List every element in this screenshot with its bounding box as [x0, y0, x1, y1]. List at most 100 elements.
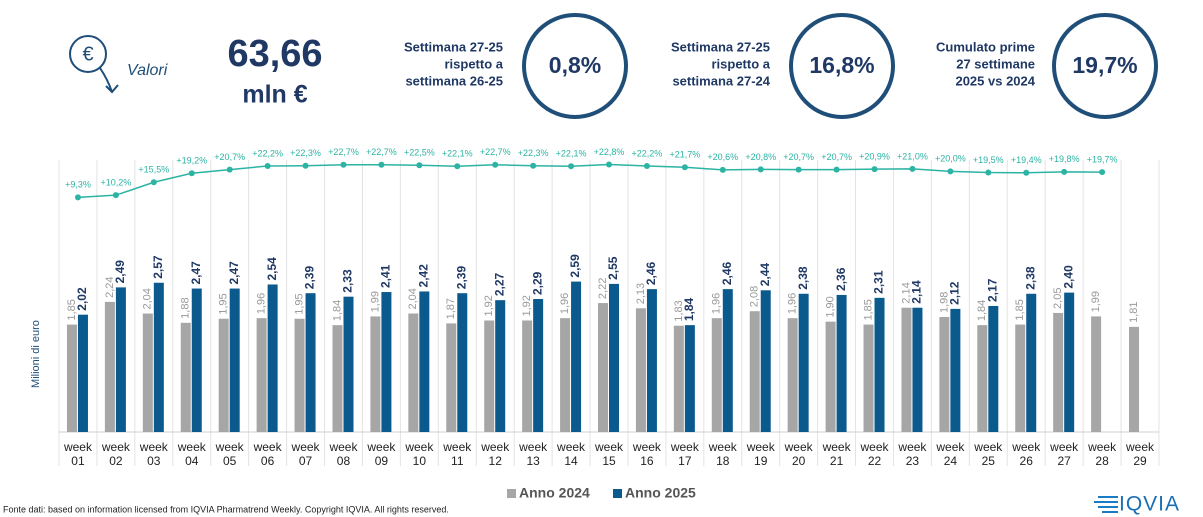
bar — [77, 314, 88, 432]
value-label: 2,40 — [1061, 265, 1075, 289]
kpi-label: Cumulato prime — [936, 39, 1035, 54]
bar — [142, 313, 153, 432]
value-label: 2,38 — [1023, 266, 1037, 290]
kpi-label: rispetto a — [711, 56, 770, 71]
value-label: 1,96 — [787, 293, 799, 314]
line-point — [606, 161, 612, 168]
bar — [939, 317, 950, 432]
bar — [104, 301, 115, 432]
line-label: +22,2% — [632, 148, 663, 158]
bar — [1129, 326, 1140, 432]
bar — [749, 311, 760, 432]
value-label: 2,04 — [142, 288, 154, 309]
bar — [1026, 293, 1037, 432]
line-label: +20,9% — [859, 152, 890, 162]
kpi-label: settimana 27-24 — [672, 73, 770, 88]
legend-label: Anno 2024 — [519, 485, 590, 501]
euro-icon — [69, 35, 107, 73]
value-label: 1,99 — [369, 291, 381, 312]
bar — [760, 290, 771, 432]
value-label: 2,13 — [635, 283, 647, 304]
line-label: +22,2% — [252, 148, 283, 158]
line-label: +10,2% — [101, 178, 132, 188]
bar — [294, 318, 305, 432]
value-label: 2,46 — [720, 261, 734, 285]
value-label: 2,17 — [985, 278, 999, 302]
bar — [609, 283, 619, 432]
x-tick-label: week 23 — [898, 440, 927, 468]
line-label: +20,7% — [821, 152, 852, 162]
x-tick-label: week 03 — [139, 440, 168, 468]
x-tick-label: week 05 — [215, 440, 244, 468]
line-label: +22,5% — [404, 148, 435, 158]
value-label: 2,04 — [407, 288, 419, 309]
bar — [381, 292, 392, 432]
x-tick-label: week 09 — [367, 440, 396, 468]
bar — [66, 324, 77, 432]
line-label: +21,7% — [669, 150, 700, 160]
value-label: 2,24 — [104, 276, 116, 297]
x-tick-label: week 01 — [63, 440, 92, 468]
kpi-value: 16,8% — [809, 52, 874, 78]
bar — [153, 282, 164, 432]
value-label: 2,22 — [597, 278, 609, 299]
x-tick-label: week 02 — [101, 440, 130, 468]
bar — [798, 293, 809, 432]
line-point — [112, 192, 119, 199]
bar — [533, 299, 544, 432]
total-value: 63,66 — [227, 33, 322, 75]
arrow-icon — [99, 67, 119, 94]
line-label: +20,0% — [935, 154, 966, 164]
x-tick-label: week 10 — [405, 440, 434, 468]
line-point — [757, 166, 764, 173]
kpi-label: Settimana 27-25 — [404, 39, 503, 54]
x-tick-label: week 06 — [253, 440, 282, 468]
x-tick-label: week 28 — [1088, 440, 1117, 468]
x-tick-label: week 13 — [519, 440, 548, 468]
line-label: +20,8% — [745, 152, 776, 162]
kpi-circle — [522, 13, 628, 119]
line-point — [1061, 168, 1068, 175]
bar — [635, 308, 646, 432]
line-label: +20,6% — [707, 152, 738, 162]
bar — [571, 281, 582, 432]
x-tick-label: week 20 — [784, 440, 813, 468]
line-point — [530, 162, 537, 169]
line-point — [833, 166, 840, 173]
value-label: 1,84 — [682, 297, 696, 321]
bar — [522, 320, 533, 432]
x-tick-label: week 14 — [557, 440, 586, 468]
line-point — [188, 170, 195, 177]
value-label: 2,49 — [113, 260, 127, 284]
value-label: 1,85 — [862, 299, 874, 320]
kpi-label: 27 settimane — [956, 56, 1035, 71]
y-axis-label: Milioni di euro — [30, 320, 42, 388]
value-label: 1,96 — [256, 293, 268, 314]
line-label: +22,7% — [328, 147, 359, 157]
value-label: 2,12 — [948, 281, 962, 305]
bar — [229, 288, 240, 432]
bar — [722, 289, 733, 432]
bar — [874, 297, 885, 432]
bar — [419, 291, 430, 432]
line-label: +22,3% — [290, 148, 321, 158]
bar — [343, 296, 354, 432]
bar — [446, 323, 457, 432]
bar — [825, 321, 836, 432]
bar — [457, 293, 468, 432]
x-tick-label: week 19 — [746, 440, 775, 468]
line-point — [454, 163, 461, 170]
value-label: 2,47 — [227, 261, 241, 285]
value-label: 1,84 — [976, 300, 988, 321]
bar — [332, 325, 343, 432]
x-tick-label: week 24 — [936, 440, 965, 468]
bar — [256, 318, 267, 432]
bar — [787, 318, 798, 432]
kpi-label: rispetto a — [444, 56, 503, 71]
bar — [370, 316, 381, 432]
line-point — [492, 161, 499, 168]
bar — [598, 303, 608, 432]
logo-stripes — [1094, 496, 1118, 513]
bar — [977, 325, 988, 432]
line-label: +9,3% — [65, 180, 91, 190]
